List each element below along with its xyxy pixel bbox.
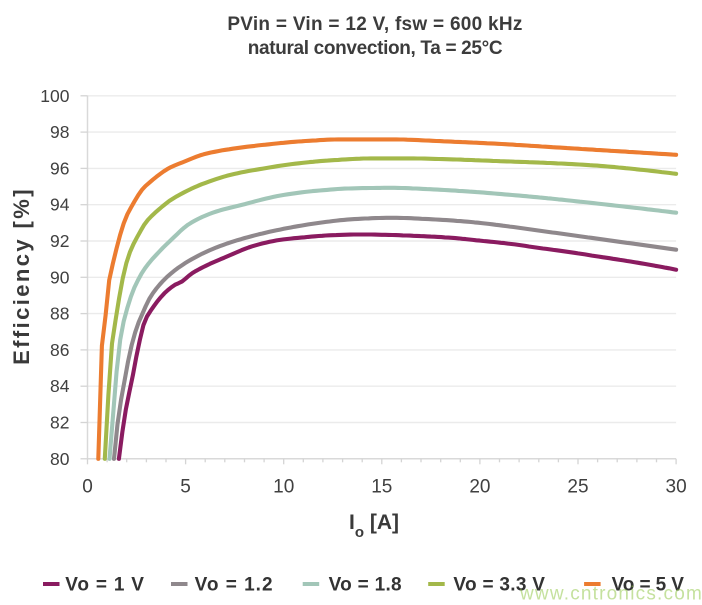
svg-text:94: 94 xyxy=(50,195,70,215)
svg-text:www.cntronics.com: www.cntronics.com xyxy=(519,584,702,605)
svg-text:86: 86 xyxy=(50,340,69,360)
svg-text:90: 90 xyxy=(50,267,70,287)
svg-text:25: 25 xyxy=(567,477,588,498)
svg-text:Vo = 3.3 V: Vo = 3.3 V xyxy=(453,575,545,596)
svg-text:Vo = 1.8: Vo = 1.8 xyxy=(329,575,402,596)
svg-text:20: 20 xyxy=(469,477,490,498)
svg-text:92: 92 xyxy=(50,231,69,251)
svg-text:10: 10 xyxy=(273,477,294,498)
svg-text:15: 15 xyxy=(371,477,392,498)
svg-text:98: 98 xyxy=(50,122,69,142)
svg-text:100: 100 xyxy=(40,86,69,106)
svg-text:96: 96 xyxy=(50,158,69,178)
svg-text:PVin = Vin = 12 V, fsw = 600 k: PVin = Vin = 12 V, fsw = 600 kHz xyxy=(227,14,522,35)
svg-text:82: 82 xyxy=(50,413,69,433)
svg-text:Efficiency [%]: Efficiency [%] xyxy=(9,187,34,365)
svg-text:80: 80 xyxy=(50,449,70,469)
svg-text:30: 30 xyxy=(666,477,687,498)
svg-text:88: 88 xyxy=(50,304,69,324)
svg-text:Vo = 5 V: Vo = 5 V xyxy=(612,575,685,596)
svg-text:5: 5 xyxy=(180,477,191,498)
svg-text:Vo = 1.2: Vo = 1.2 xyxy=(195,575,274,596)
svg-text:0: 0 xyxy=(82,477,93,498)
svg-text:84: 84 xyxy=(50,376,70,396)
svg-text:natural convection, Ta = 25°C: natural convection, Ta = 25°C xyxy=(248,38,503,59)
svg-text:Vo = 1 V: Vo = 1 V xyxy=(65,575,144,596)
